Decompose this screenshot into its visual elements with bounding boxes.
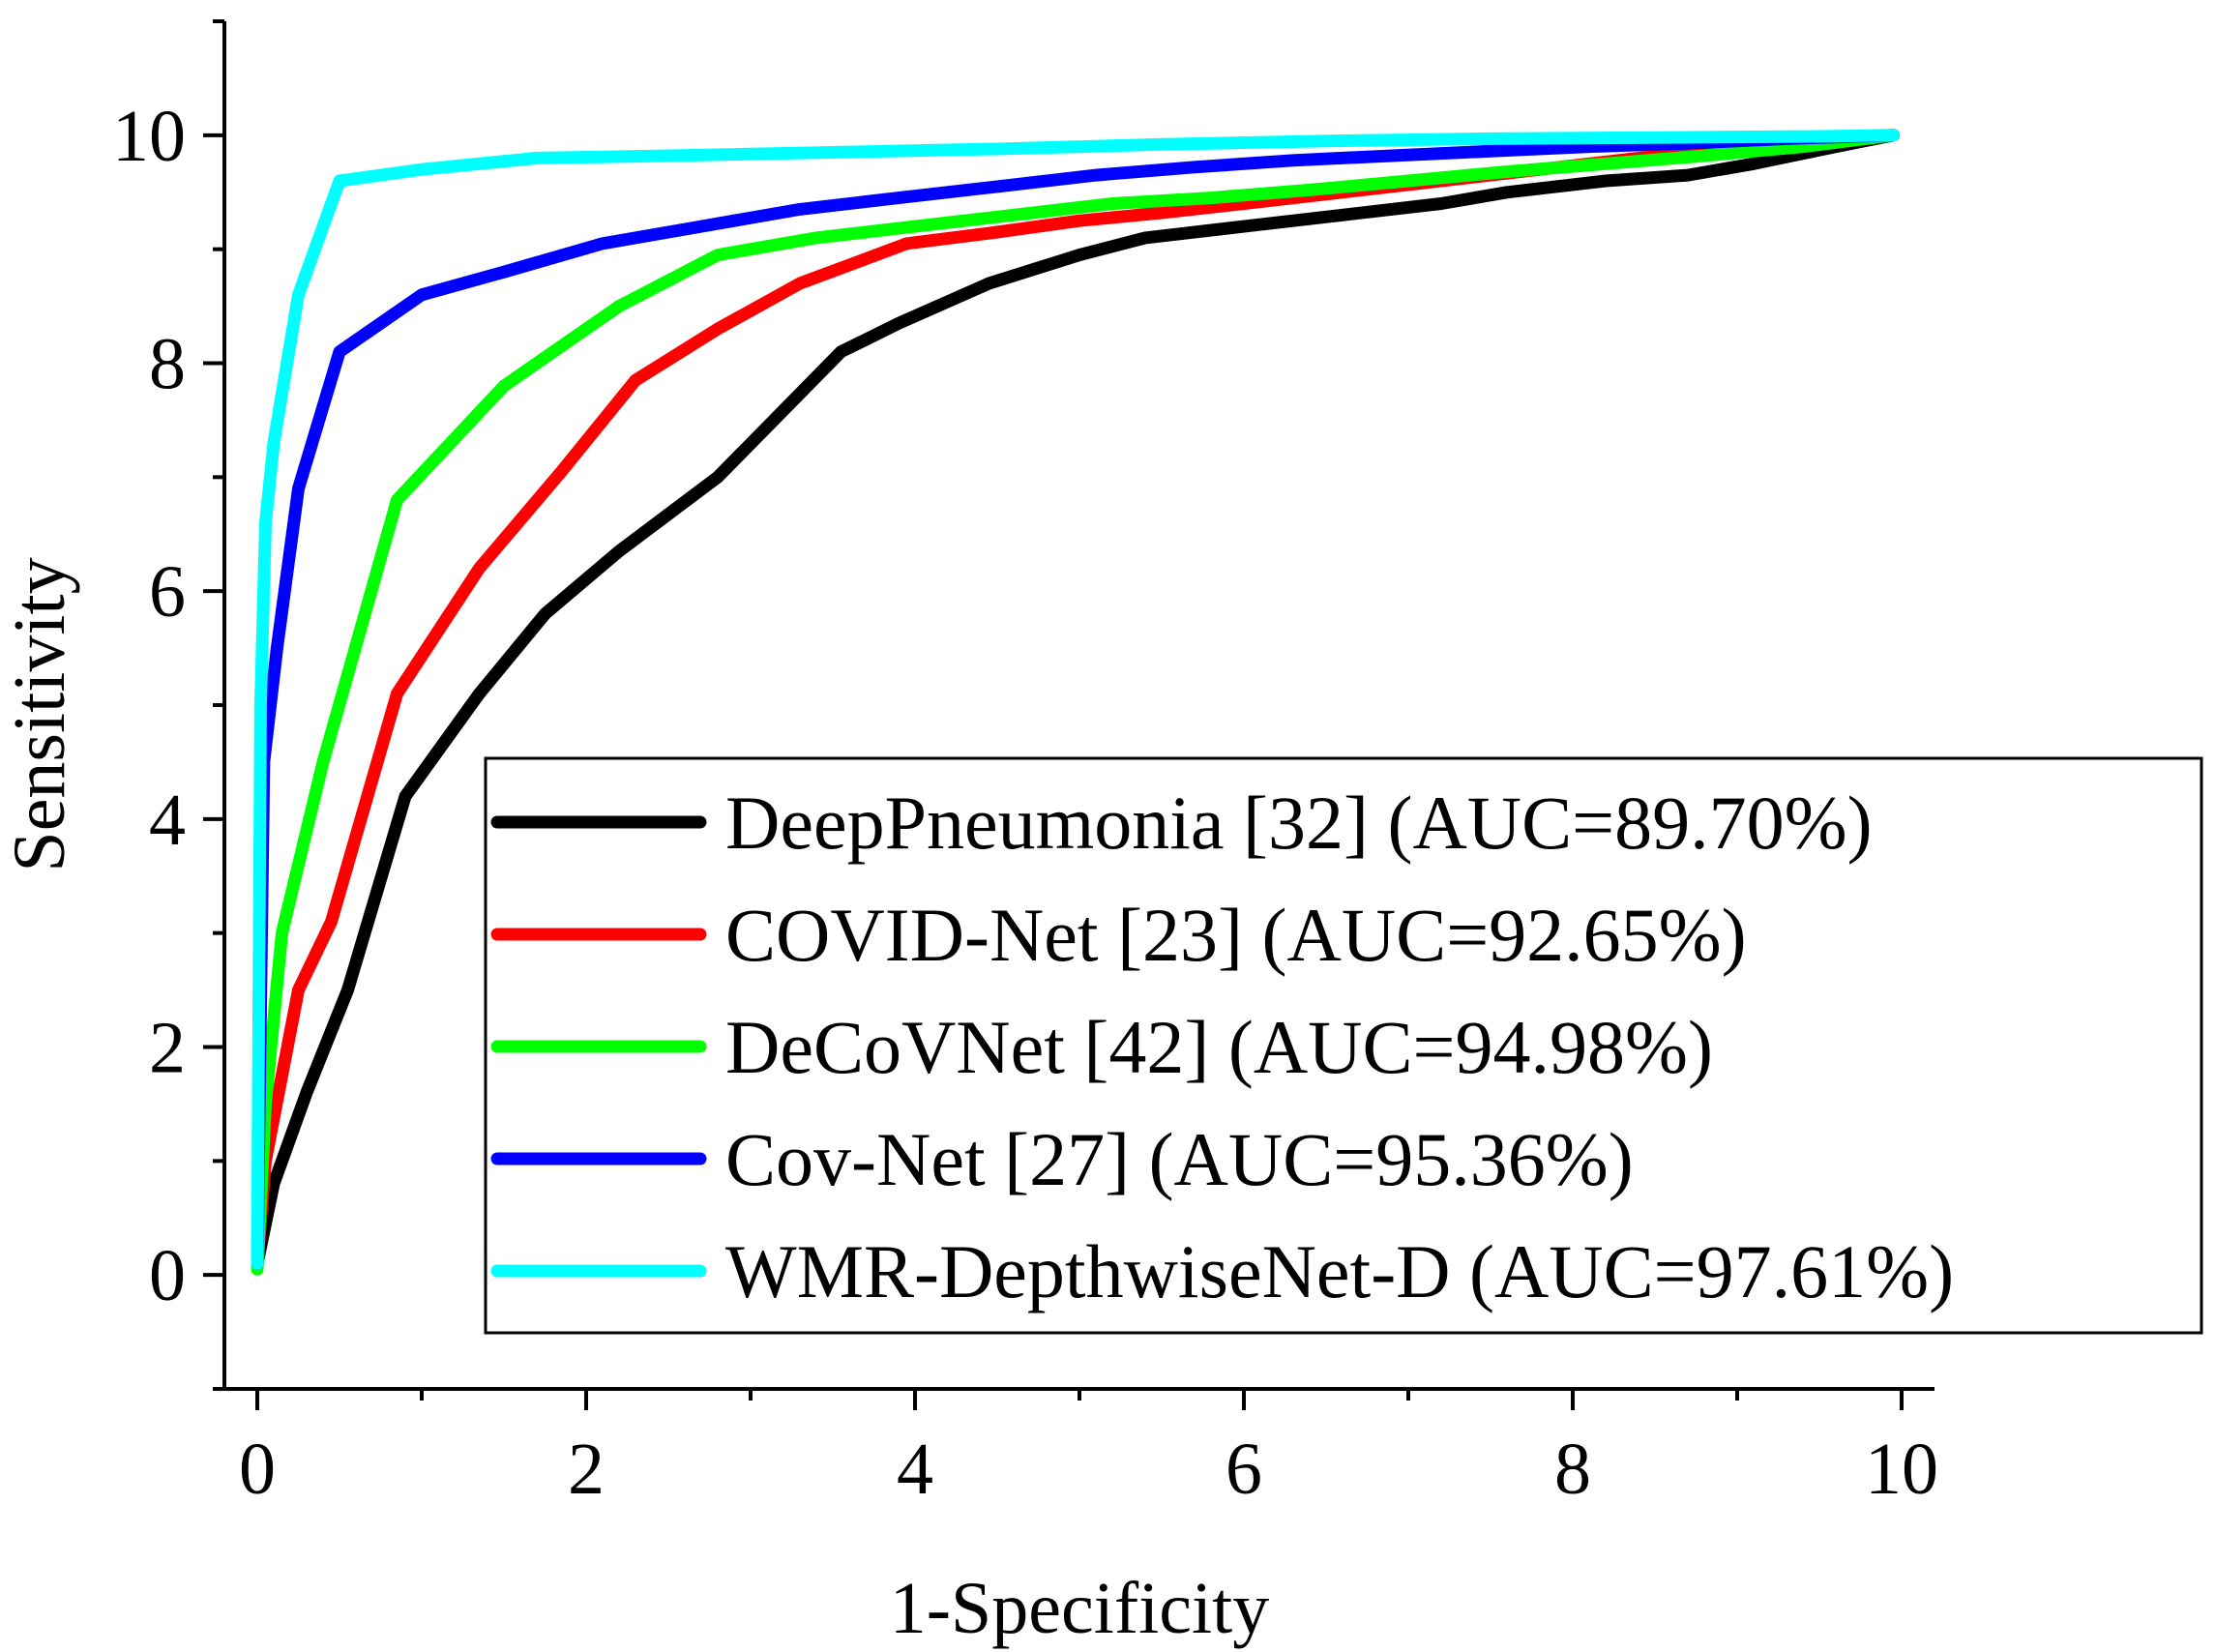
x-tick-label: 4 <box>897 1429 933 1510</box>
plot-lines <box>251 129 1900 1276</box>
axes: 0 2 4 6 8 10 0 2 4 6 8 10 <box>112 19 1938 1510</box>
y-tick-label: 0 <box>149 1235 186 1316</box>
series-line-1 <box>251 129 1900 1270</box>
series-line-3 <box>251 129 1900 1276</box>
x-tick-label: 6 <box>1226 1429 1262 1510</box>
legend-label: DeepPneumonia [32] (AUC=89.70%) <box>725 781 1873 865</box>
series-line-5 <box>251 129 1900 1270</box>
legend-label: WMR-DepthwiseNet-D (AUC=97.61%) <box>725 1229 1954 1313</box>
legend: DeepPneumonia [32] (AUC=89.70%) COVID-Net… <box>484 756 2203 1335</box>
x-tick-label: 0 <box>239 1429 276 1510</box>
x-axis-title: 1-Specificity <box>890 1568 1270 1649</box>
legend-label: DeCoVNet [42] (AUC=94.98%) <box>725 1005 1713 1089</box>
y-tick-label: 6 <box>149 551 186 633</box>
x-tick-label: 8 <box>1554 1429 1591 1510</box>
y-tick-label: 2 <box>149 1008 186 1089</box>
legend-box <box>484 756 2203 1335</box>
y-tick-label: 8 <box>149 324 186 405</box>
legend-label: COVID-Net [23] (AUC=92.65%) <box>725 893 1747 977</box>
y-tick-label: 4 <box>149 780 186 861</box>
x-tick-label: 10 <box>1865 1429 1938 1510</box>
y-tick-label: 10 <box>112 96 186 177</box>
legend-label: Cov-Net [27] (AUC=95.36%) <box>725 1117 1634 1201</box>
y-axis-title: Sensitivity <box>0 557 80 871</box>
series-line-4 <box>251 129 1900 1270</box>
x-tick-label: 2 <box>568 1429 605 1510</box>
